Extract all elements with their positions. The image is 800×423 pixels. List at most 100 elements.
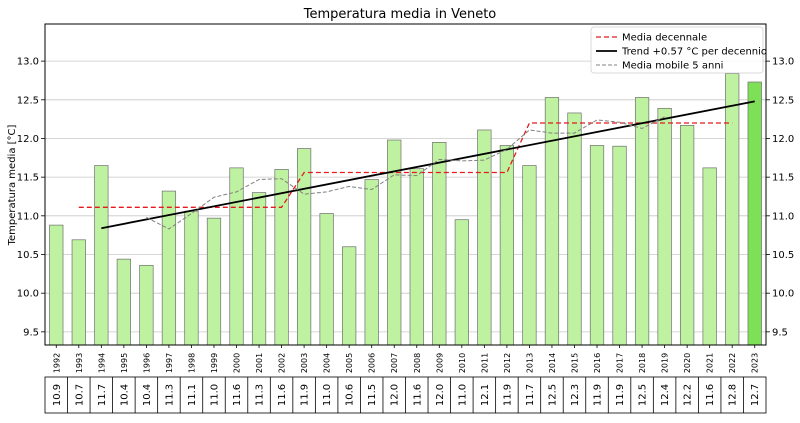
table-cell-value: 11.9 (615, 384, 626, 406)
x-tick-label: 1995 (120, 353, 129, 373)
legend-box (590, 26, 764, 74)
table-cell-value: 11.6 (412, 384, 423, 406)
legend: Media decennale Trend +0.57 °C per decenn… (590, 26, 767, 74)
y-tick-label: 10.5 (17, 250, 39, 261)
table-cell-value: 12.1 (480, 384, 491, 406)
x-tick-label: 2000 (233, 353, 242, 373)
table-cell-value: 11.7 (525, 384, 536, 406)
bar (49, 224, 64, 346)
table-cell-value: 11.6 (705, 384, 716, 406)
bar (274, 169, 289, 346)
bar (454, 219, 469, 346)
x-tick-label: 2003 (300, 353, 309, 373)
bar (680, 124, 695, 346)
x-tick-label: 2007 (390, 353, 399, 373)
bar (544, 97, 560, 346)
x-tick-label: 2001 (255, 353, 264, 373)
bar (94, 165, 109, 346)
moving-average-line (146, 116, 665, 230)
y-tick-label-right: 11.0 (772, 211, 794, 222)
x-tick-label: 1999 (210, 353, 219, 373)
x-tick-label: 1996 (142, 353, 151, 373)
bar (206, 217, 222, 346)
x-tick-label: 2005 (345, 353, 354, 373)
y-tick-label: 10.0 (17, 289, 39, 300)
y-axis-label: Temperatura media [°C] (7, 124, 18, 246)
bar (409, 168, 424, 346)
bar (725, 73, 740, 346)
x-tick-label: 2020 (683, 353, 692, 373)
y-tick-label: 13.0 (17, 57, 39, 68)
table-cell-value: 11.6 (277, 384, 288, 406)
x-tick-label: 2002 (278, 353, 287, 373)
table-cell-value: 11.1 (187, 384, 198, 406)
y-tick-label: 9.5 (23, 327, 39, 338)
table-cell-value: 12.7 (750, 384, 761, 406)
x-tick-label: 1993 (75, 353, 84, 373)
x-tick-label: 2004 (323, 353, 332, 373)
x-tick-label: 2015 (570, 353, 579, 373)
table-cell-value: 12.5 (638, 384, 649, 406)
table-cell-value: 12.0 (390, 384, 401, 406)
y-tick-label-right: 12.0 (772, 134, 794, 145)
y-tick-label-right: 10.5 (772, 250, 794, 261)
line-series (78, 100, 755, 230)
bar (116, 258, 131, 346)
table-cell-value: 12.8 (728, 384, 739, 406)
table-cell-value: 11.3 (164, 384, 175, 406)
y-tick-label: 11.5 (17, 173, 39, 184)
x-tick-label: 2006 (368, 353, 377, 373)
table-cell-value: 11.9 (502, 384, 513, 406)
table-cell-value: 12.2 (683, 384, 694, 406)
table-cell-value: 11.7 (97, 384, 108, 406)
x-tick-label: 1998 (187, 353, 196, 373)
table-cell-value: 12.5 (547, 384, 558, 406)
y-tick-label-right: 11.5 (772, 173, 794, 184)
table-cell-value: 10.6 (345, 384, 356, 406)
x-tick-label: 2008 (413, 353, 422, 373)
y-tick-label-right: 12.5 (772, 95, 794, 106)
x-tick-label: 2017 (616, 353, 625, 373)
y-tick-label: 12.0 (17, 134, 39, 145)
bar (71, 239, 86, 346)
x-tick-label: 2021 (706, 353, 715, 373)
table-cell-value: 11.0 (457, 384, 468, 406)
x-tick-label: 2014 (548, 353, 557, 373)
legend-label: Media decennale (622, 33, 707, 44)
x-tick-label: 2009 (435, 353, 444, 373)
table-cell-value: 12.4 (660, 384, 671, 406)
bar (499, 145, 515, 346)
x-tick-label: 2023 (751, 353, 760, 373)
chart-title: Temperatura media in Veneto (303, 7, 497, 22)
bar (522, 165, 537, 346)
decade-mean-line (78, 122, 733, 208)
bar (251, 192, 267, 346)
x-axis-ticks: 1992 1993 1994 1995 1996 1997 1998 1999 2000 2001… (52, 345, 760, 373)
y-tick-label-right: 13.0 (772, 57, 794, 68)
legend-label: Media mobile 5 anni (622, 61, 723, 72)
x-tick-label: 1992 (52, 353, 61, 373)
bar (364, 179, 379, 346)
table-cell-value: 10.4 (119, 384, 130, 406)
bar (229, 167, 244, 346)
y-tick-label-right: 10.0 (772, 289, 794, 300)
bar (342, 246, 357, 346)
bar (589, 145, 605, 346)
bar (747, 81, 762, 346)
x-tick-label: 2019 (661, 353, 670, 373)
table-cell-value: 12.0 (435, 384, 446, 406)
bar (657, 107, 672, 346)
table-cell-value: 11.6 (232, 384, 243, 406)
table-cell-value: 12.3 (570, 384, 581, 406)
bar (477, 129, 492, 346)
x-tick-label: 1994 (97, 353, 106, 373)
plot-frame (44, 23, 767, 346)
legend-label: Trend +0.57 °C per decennio (621, 47, 767, 58)
trend-line (101, 100, 755, 230)
table-cell-value: 10.9 (52, 384, 63, 406)
bar (139, 264, 154, 346)
table-cell-value: 11.0 (322, 384, 333, 406)
bar (702, 167, 717, 346)
x-tick-label: 2018 (638, 353, 647, 373)
